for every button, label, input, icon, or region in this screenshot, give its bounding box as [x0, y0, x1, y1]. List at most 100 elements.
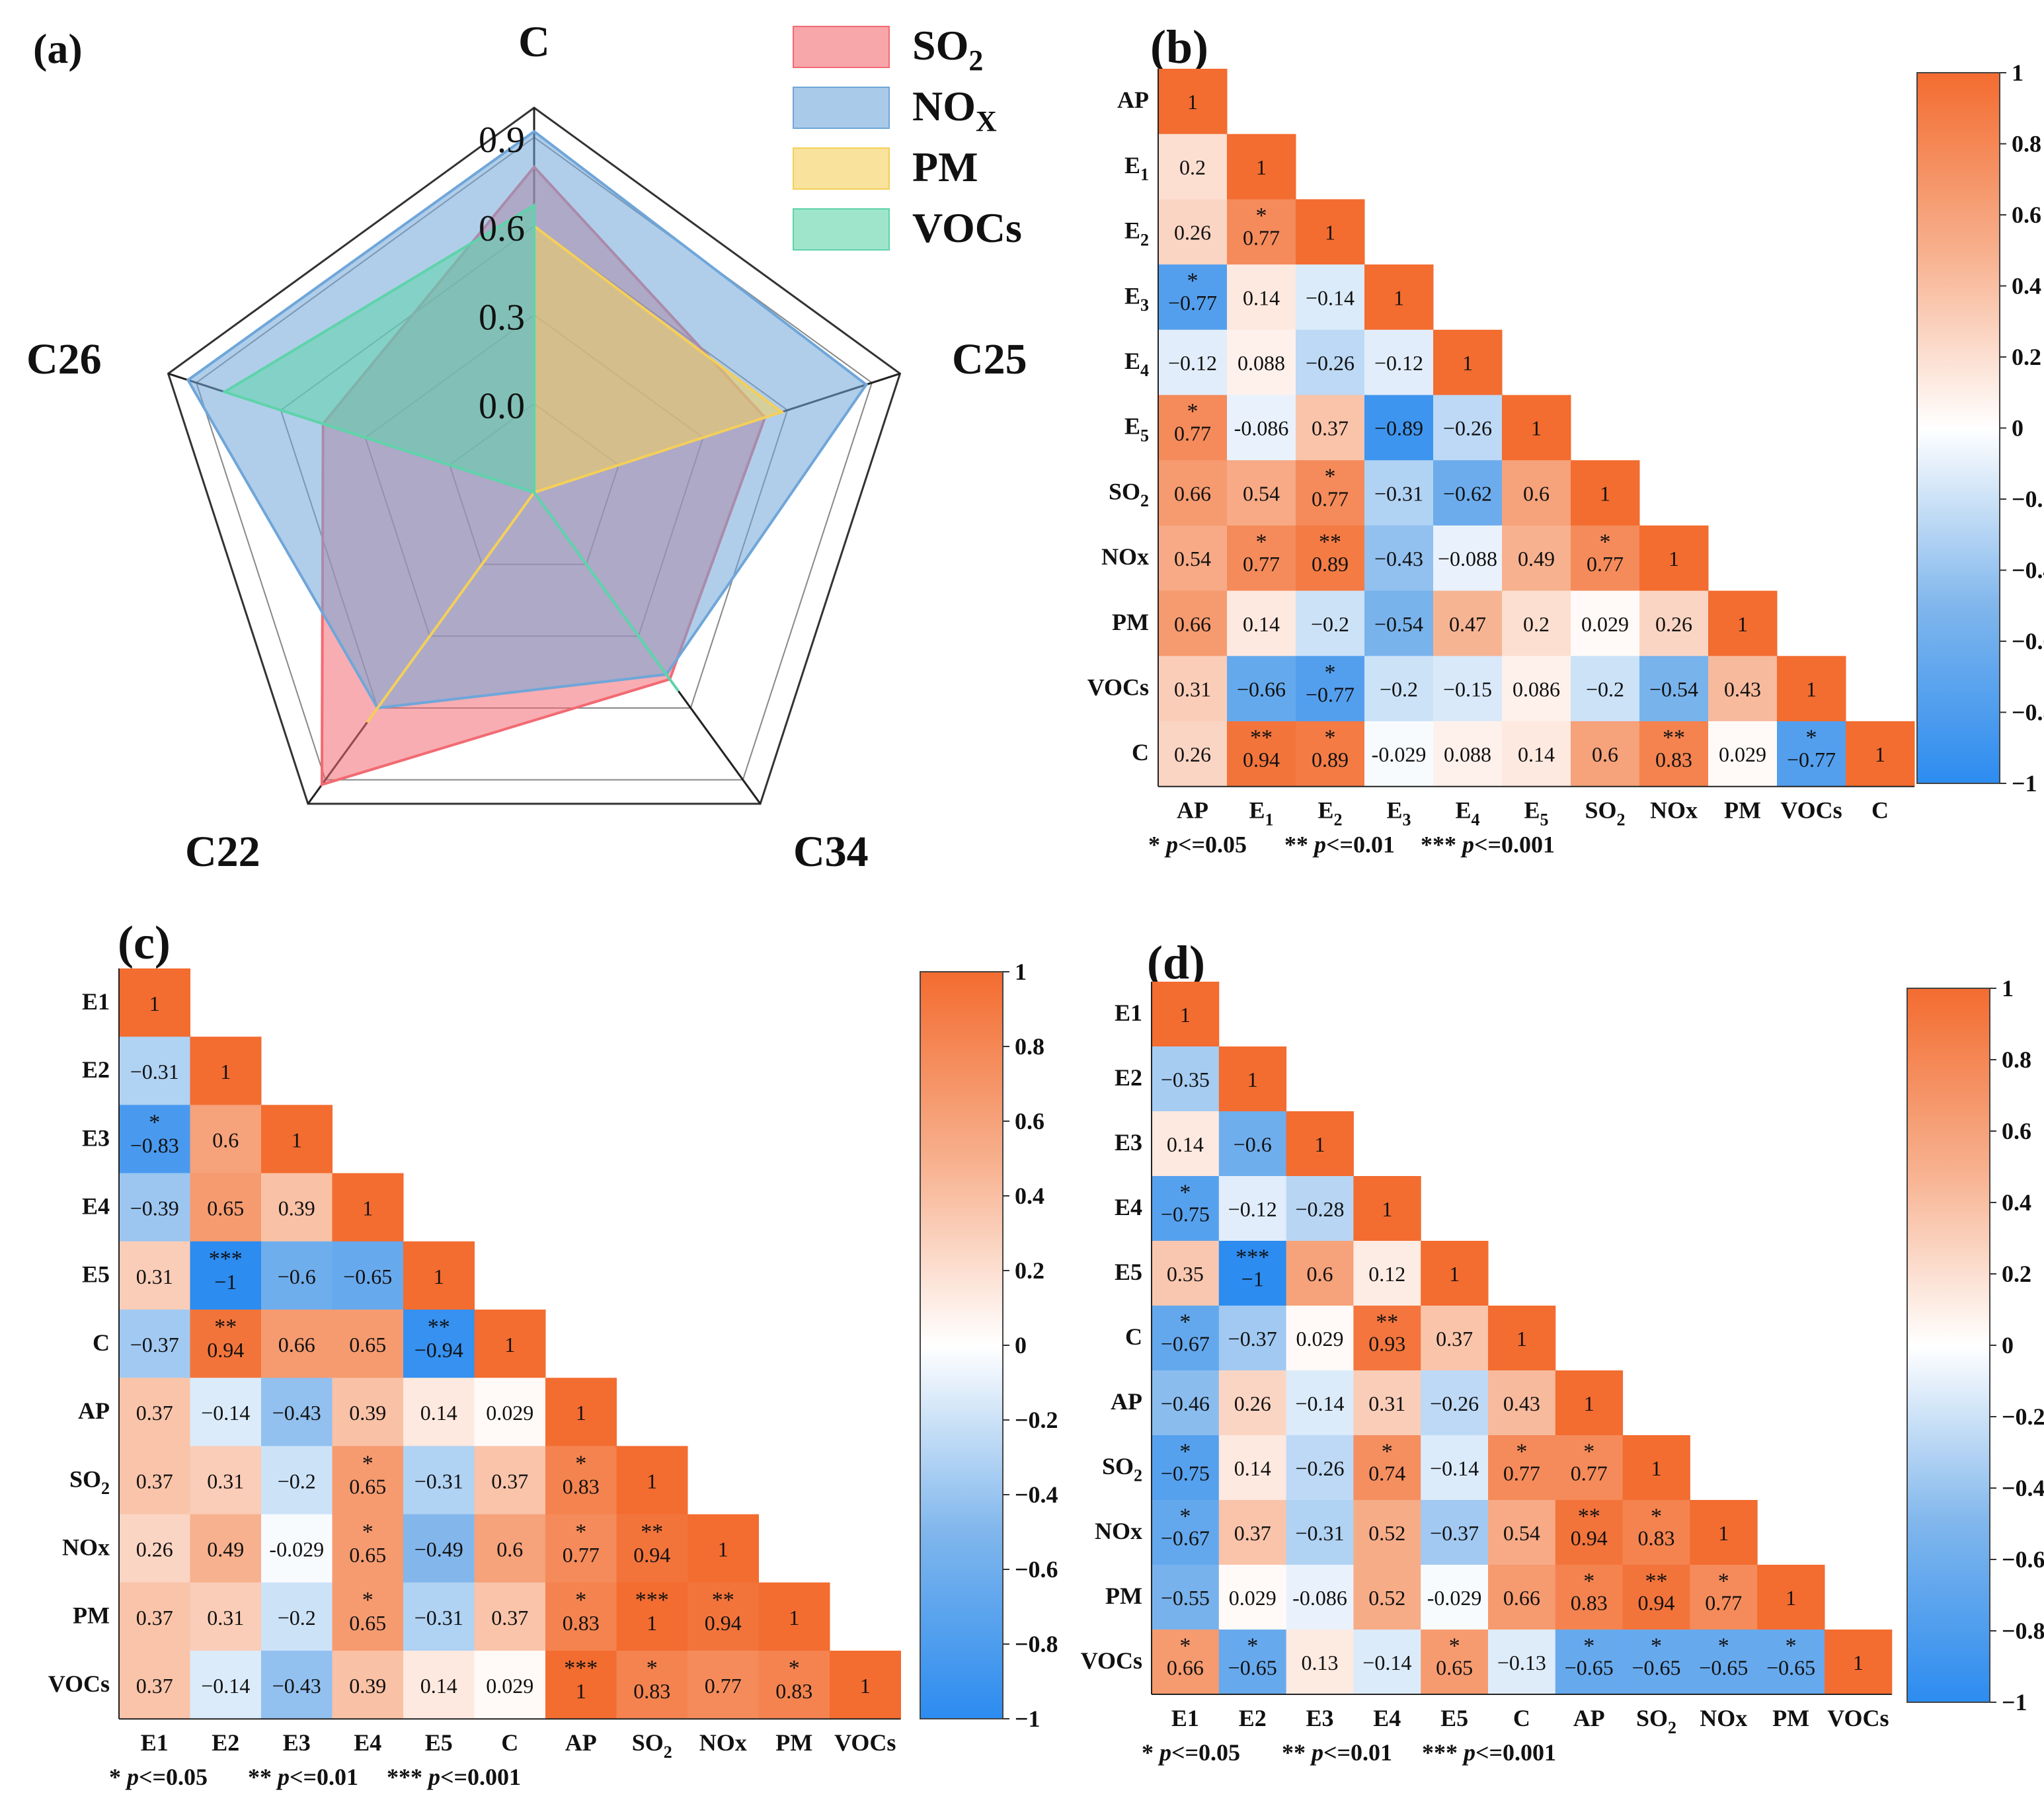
- cell-value: 0.77: [1587, 552, 1624, 576]
- significance-star: *: [1718, 1633, 1729, 1658]
- row-label: SO2: [69, 1466, 110, 1498]
- cell-value: −0.37: [1430, 1521, 1479, 1545]
- colorbar-tick-label: 0.6: [2002, 1118, 2031, 1144]
- row-label: E4: [1124, 348, 1149, 380]
- heatmap-cell: [545, 1514, 617, 1583]
- cell-value: 1: [1853, 1651, 1864, 1674]
- row-label-main: SO: [69, 1466, 101, 1492]
- pvalue-legend-item: *** p<=0.001: [1421, 832, 1555, 858]
- column-label: E1: [141, 1729, 169, 1756]
- heatmap-cell: [545, 1446, 617, 1515]
- heatmap-cell: [474, 1514, 546, 1583]
- cell-value: 0.94: [207, 1338, 244, 1362]
- heatmap-cell: [758, 1582, 830, 1651]
- heatmap-cell: [1421, 1565, 1489, 1630]
- cell-value: 0.029: [1719, 742, 1766, 766]
- row-label: VOCs: [1081, 1647, 1142, 1674]
- significance-star: ***: [564, 1656, 598, 1680]
- colorbar-tick-label: 0: [1015, 1332, 1027, 1358]
- colorbar-tick-label: 0.4: [2012, 273, 2041, 299]
- colorbar-tick-label: −0.2: [1015, 1407, 1058, 1433]
- column-label: C: [1871, 797, 1889, 824]
- heatmap-cell: [403, 1241, 475, 1310]
- heatmap-cell: [1158, 134, 1228, 200]
- pvalue-threshold: <=0.001: [440, 1764, 521, 1790]
- row-label: E1: [82, 988, 110, 1015]
- heatmap-cell: [332, 1651, 404, 1719]
- pvalue-threshold: <=0.01: [1323, 1739, 1392, 1766]
- cell-value: −0.26: [1430, 1392, 1479, 1415]
- row-label-main: C: [1125, 1323, 1142, 1350]
- cell-value: 1: [1875, 742, 1885, 766]
- row-label-main: PM: [1112, 609, 1149, 635]
- heatmap-cell: [1421, 1630, 1489, 1695]
- heatmap-cell: [1488, 1500, 1556, 1565]
- heatmap-cell: [332, 1446, 404, 1515]
- cell-value: 1: [647, 1469, 657, 1493]
- cell-value: 1: [718, 1538, 728, 1561]
- cell-value: 0.2: [1179, 155, 1206, 179]
- row-label: PM: [1112, 609, 1149, 635]
- heatmap-cell: [1502, 395, 1571, 461]
- heatmap-cell: [1353, 1370, 1421, 1436]
- cell-value: 1: [1187, 90, 1198, 114]
- heatmap-cell: [261, 1582, 333, 1651]
- heatmap-cell: [1227, 656, 1296, 722]
- column-label: NOx: [1700, 1705, 1747, 1731]
- column-label-main: E4: [1373, 1705, 1401, 1731]
- cell-value: 0.83: [1571, 1591, 1608, 1615]
- cell-value: −0.89: [1374, 416, 1423, 440]
- cell-value: 0.088: [1444, 742, 1491, 766]
- column-label: VOCs: [834, 1729, 896, 1756]
- column-label-sub: 2: [1617, 810, 1626, 830]
- heatmap-cell: [1571, 721, 1640, 787]
- significance-star: *: [362, 1452, 373, 1476]
- heatmap-cell: [403, 1651, 475, 1719]
- heatmap-cell: [119, 1310, 190, 1378]
- cell-value: 1: [647, 1611, 657, 1635]
- heatmap-cell: [1488, 1630, 1556, 1695]
- cell-value: 0.83: [563, 1475, 600, 1499]
- column-label: AP: [1177, 797, 1208, 824]
- heatmap-cell: [1690, 1630, 1758, 1695]
- cell-value: 0.31: [207, 1469, 244, 1493]
- significance-star: *: [575, 1520, 586, 1544]
- cell-value: 0.37: [1312, 416, 1349, 440]
- cell-value: 1: [1180, 1003, 1191, 1027]
- heatmap-cell: [1218, 1046, 1287, 1112]
- cell-value: 0.66: [278, 1333, 315, 1357]
- heatmap-cell: [1502, 460, 1571, 526]
- cell-value: −0.67: [1161, 1526, 1210, 1550]
- heatmap-cell: [474, 1651, 546, 1719]
- colorbar-tick-label: −0.4: [2012, 557, 2044, 584]
- significance-star: *: [1786, 1633, 1797, 1658]
- significance-star: *: [1583, 1439, 1594, 1464]
- column-label: E2: [1239, 1705, 1267, 1731]
- pvalue-stars: *: [1142, 1739, 1160, 1766]
- column-label: SO2: [1636, 1705, 1676, 1737]
- row-label: SO2: [1109, 478, 1149, 510]
- column-label-main: E: [1455, 797, 1471, 824]
- row-label: SO2: [1102, 1453, 1142, 1485]
- row-label-main: E3: [1115, 1129, 1142, 1156]
- heatmap-cell: [1286, 1241, 1354, 1306]
- colorbar-tick-label: 0.6: [2012, 202, 2041, 228]
- cell-value: 0.65: [1436, 1656, 1473, 1680]
- column-label-main: E2: [1239, 1705, 1267, 1731]
- heatmap-cell: [1488, 1370, 1556, 1436]
- significance-star: *: [1718, 1569, 1729, 1593]
- column-label-main: NOx: [1650, 797, 1698, 824]
- cell-value: −0.55: [1161, 1586, 1210, 1610]
- heatmap-cell: [261, 1446, 333, 1515]
- heatmap-cell: [1296, 656, 1365, 722]
- heatmap-cell: [1152, 1111, 1220, 1177]
- cell-value: 1: [1718, 1521, 1729, 1545]
- heatmap-cell: [190, 1582, 262, 1651]
- cell-value: 0.6: [496, 1538, 523, 1561]
- cell-value: 0.26: [1174, 742, 1211, 766]
- cell-value: −0.54: [1649, 677, 1698, 701]
- cell-value: −0.31: [1374, 481, 1423, 505]
- heatmap-cell: [1218, 1370, 1287, 1436]
- cell-value: 1: [1247, 1068, 1258, 1091]
- heatmap-cell: [403, 1446, 475, 1515]
